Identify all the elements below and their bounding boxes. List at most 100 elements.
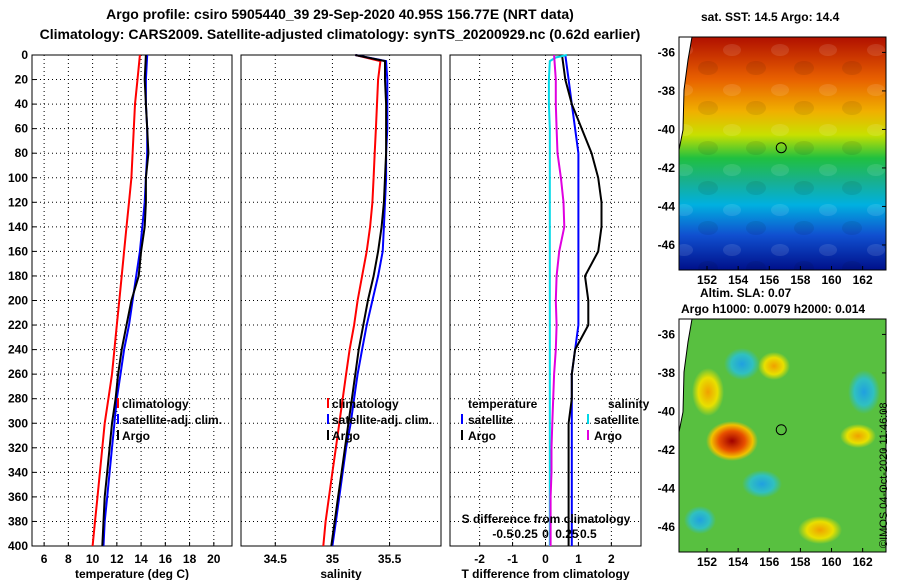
salinity-x-label: salinity xyxy=(320,567,362,580)
sst-map-frame xyxy=(678,36,887,271)
sla-coastline xyxy=(679,319,693,433)
sla-map-x-tick-label: 152 xyxy=(697,555,717,569)
diff-secondary-tick-label: -0.5 xyxy=(492,527,513,541)
diff-secondary-label: S difference from climatology xyxy=(462,512,631,526)
difference-plot-frame xyxy=(449,54,642,547)
sla-anomaly-low-2 xyxy=(742,470,782,498)
sst-map-x-tick-label: 152 xyxy=(697,273,717,287)
temperature-legend-label: climatology xyxy=(122,397,189,411)
temperature-legend-label: satellite-adj. clim. xyxy=(122,413,222,427)
sla-map-x-tick-label: 154 xyxy=(728,555,748,569)
difference-x-tick-label: 0 xyxy=(542,552,549,566)
sst-map-y-tick-label: -42 xyxy=(658,161,676,175)
depth-tick-label: 380 xyxy=(8,514,28,528)
sla-map-x-tick-label: 156 xyxy=(759,555,779,569)
depth-tick-label: 280 xyxy=(8,392,28,406)
sla-map-y-tick-label: -44 xyxy=(658,481,676,495)
sla-map-x-tick-label: 162 xyxy=(853,555,873,569)
sst-map-y-tick-label: -40 xyxy=(658,122,676,136)
salinity-legend-label: climatology xyxy=(332,397,399,411)
difference-x-tick-label: -2 xyxy=(474,552,485,566)
sst-map-y-tick-label: -46 xyxy=(658,238,676,252)
diff-legend-sal-label: Argo xyxy=(594,429,622,443)
difference-series-s-satellite xyxy=(547,54,568,546)
depth-tick-label: 80 xyxy=(15,146,29,160)
difference-series-t-satellite xyxy=(564,54,580,546)
sst-map-x-tick-label: 162 xyxy=(853,273,873,287)
depth-tick-label: 340 xyxy=(8,465,28,479)
temperature-x-label: temperature (deg C) xyxy=(75,567,189,580)
depth-tick-label: 260 xyxy=(8,367,28,381)
diff-secondary-tick-label: 0.25 xyxy=(555,527,579,541)
diff-secondary-tick-label: -0.25 xyxy=(510,527,538,541)
temperature-x-tick-label: 12 xyxy=(110,552,124,566)
sst-map xyxy=(679,37,886,270)
temperature-x-tick-label: 8 xyxy=(65,552,72,566)
salinity-legend-label: satellite-adj. clim. xyxy=(332,413,432,427)
sla-land xyxy=(679,319,692,432)
sla-anomaly-low-1 xyxy=(724,348,760,380)
sla-map xyxy=(679,319,886,552)
diff-legend-temp-label: Argo xyxy=(468,429,496,443)
diff-legend-temp-label: satellite xyxy=(468,413,513,427)
depth-tick-label: 120 xyxy=(8,195,28,209)
sla-anomaly-low-4 xyxy=(684,506,716,534)
depth-tick-label: 400 xyxy=(8,539,28,553)
sla-anomaly-warm-2 xyxy=(840,424,876,448)
sst-map-x-tick-label: 158 xyxy=(790,273,810,287)
diff-secondary-tick-label: 0 xyxy=(542,527,549,541)
difference-series-s-argo xyxy=(549,54,566,546)
temperature-x-tick-label: 16 xyxy=(159,552,173,566)
depth-tick-label: 60 xyxy=(15,122,29,136)
sla-map-y-tick-label: -42 xyxy=(658,443,676,457)
diff-secondary-tick-label: 0.5 xyxy=(580,527,597,541)
salinity-x-tick-label: 35.5 xyxy=(378,552,402,566)
temperature-x-tick-label: 14 xyxy=(134,552,148,566)
salinity-series-argo xyxy=(330,54,388,547)
temperature-legend-label: Argo xyxy=(122,429,150,443)
temperature-x-tick-label: 18 xyxy=(183,552,197,566)
sla-map-frame xyxy=(678,318,887,553)
salinity-series-satellite-adj-clim- xyxy=(331,54,389,547)
depth-tick-label: 140 xyxy=(8,220,28,234)
sla-map-x-tick-label: 158 xyxy=(790,555,810,569)
depth-tick-label: 0 xyxy=(21,48,28,62)
difference-x-label: T difference from climatology xyxy=(461,567,629,580)
temperature-series-argo xyxy=(101,54,150,547)
sla-map-y-tick-label: -36 xyxy=(658,327,676,341)
depth-tick-label: 20 xyxy=(15,73,29,87)
sla-map-y-tick-label: -38 xyxy=(658,366,676,380)
salinity-x-tick-label: 34.5 xyxy=(264,552,288,566)
sla-map-x-tick-label: 160 xyxy=(822,555,842,569)
difference-x-tick-label: 1 xyxy=(575,552,582,566)
sst-map-x-tick-label: 156 xyxy=(759,273,779,287)
sst-map-y-tick-label: -38 xyxy=(658,84,676,98)
difference-series-t-argo xyxy=(561,54,603,546)
sst-argo-marker xyxy=(775,142,787,154)
sst-land xyxy=(679,37,692,150)
depth-tick-label: 220 xyxy=(8,318,28,332)
difference-x-tick-label: -1 xyxy=(507,552,518,566)
title-line-2: Climatology: CARS2009. Satellite-adjuste… xyxy=(39,26,641,42)
title-line-1: Argo profile: csiro 5905440_39 29-Sep-20… xyxy=(106,6,574,22)
sst-map-title: sat. SST: 14.5 Argo: 14.4 xyxy=(701,10,840,24)
sla-anomaly-warm-3 xyxy=(798,516,842,544)
salinity-legend-label: Argo xyxy=(332,429,360,443)
imos-credit: ©IMOS 04-Oct-2020 11:46:08 xyxy=(878,402,890,548)
salinity-x-tick-label: 35 xyxy=(326,552,340,566)
depth-tick-label: 40 xyxy=(15,97,29,111)
temperature-x-tick-label: 6 xyxy=(41,552,48,566)
depth-tick-label: 360 xyxy=(8,490,28,504)
sla-anomaly-warm-1 xyxy=(758,352,790,380)
sst-map-y-tick-label: -44 xyxy=(658,199,676,213)
sla-map-y-tick-label: -40 xyxy=(658,404,676,418)
sla-map-y-tick-label: -46 xyxy=(658,520,676,534)
depth-tick-label: 240 xyxy=(8,343,28,357)
diff-legend-sal-label: satellite xyxy=(594,413,639,427)
depth-tick-label: 100 xyxy=(8,171,28,185)
difference-x-tick-label: 2 xyxy=(608,552,615,566)
sst-map-y-tick-label: -36 xyxy=(658,45,676,59)
salinity-series-climatology xyxy=(322,54,382,547)
depth-tick-label: 320 xyxy=(8,441,28,455)
